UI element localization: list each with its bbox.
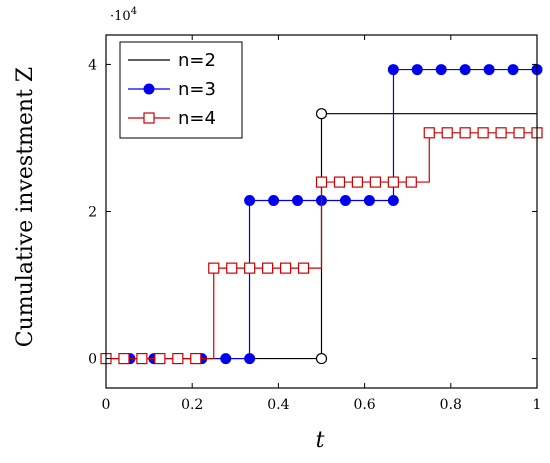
data-point-marker — [339, 194, 351, 206]
y-tick-label: 4 — [88, 57, 97, 73]
data-point-marker — [363, 194, 375, 206]
data-point-marker — [315, 352, 328, 365]
legend-label: n=2 — [178, 50, 216, 71]
y-tick-label: 0 — [88, 352, 97, 368]
data-point-marker — [220, 353, 232, 365]
data-point-marker — [244, 194, 256, 206]
data-point-marker — [483, 64, 495, 76]
data-point-marker — [459, 127, 471, 139]
data-point-marker — [297, 262, 310, 274]
legend-label: n=4 — [178, 108, 216, 129]
data-point-marker — [136, 352, 148, 365]
data-point-marker — [495, 127, 507, 139]
data-point-marker — [118, 352, 130, 365]
data-point-marker — [513, 127, 525, 139]
data-point-marker — [459, 64, 471, 76]
data-point-marker — [405, 176, 417, 188]
y-axis-label: Cumulative investment Z — [13, 67, 38, 347]
x-tick-label: 0.2 — [181, 397, 203, 413]
legend-entry: n=3 — [128, 79, 216, 100]
data-point-marker — [262, 262, 274, 274]
data-point-marker — [315, 176, 328, 188]
data-point-marker — [208, 262, 220, 274]
data-point-marker — [333, 176, 346, 188]
data-point-marker — [268, 194, 280, 206]
data-point-marker — [190, 352, 202, 365]
data-point-marker — [172, 352, 184, 365]
x-tick-label: 0.6 — [353, 397, 375, 413]
y-multiplier-exponent: 4 — [131, 6, 137, 17]
data-point-marker — [387, 176, 399, 188]
data-point-marker — [154, 352, 166, 365]
data-point-marker — [411, 64, 423, 76]
data-point-marker — [423, 127, 435, 139]
legend-marker-swatch — [143, 112, 155, 124]
x-tick-label: 0.4 — [267, 397, 289, 413]
x-tick-label: 1 — [533, 397, 542, 413]
series-layer — [100, 64, 543, 365]
data-point-marker — [279, 262, 292, 274]
legend-entry: n=2 — [128, 50, 216, 71]
data-point-marker — [226, 262, 238, 274]
legend: n=2 n=3 n=4 — [119, 41, 243, 139]
data-point-marker — [435, 64, 447, 76]
legend-box — [119, 41, 243, 139]
y-tick-label: 2 — [88, 205, 97, 221]
y-multiplier: ·104 — [110, 6, 137, 24]
y-multiplier-base: ·10 — [110, 9, 131, 24]
data-point-marker — [387, 64, 399, 76]
data-point-marker — [387, 194, 399, 206]
series-line — [106, 132, 537, 360]
data-point-marker — [315, 108, 328, 120]
data-point-marker — [441, 127, 453, 139]
x-tick-label: 0.8 — [440, 397, 462, 413]
legend-label: n=3 — [178, 79, 216, 100]
x-tick-label: 0 — [102, 397, 111, 413]
data-point-marker — [507, 64, 519, 76]
data-point-marker — [292, 194, 304, 206]
legend-marker-swatch — [143, 83, 155, 95]
data-point-marker — [244, 353, 256, 365]
data-point-marker — [369, 176, 381, 188]
data-point-marker — [244, 262, 256, 274]
legend-entry: n=4 — [128, 108, 216, 129]
data-point-marker — [477, 127, 489, 139]
x-axis-label: t — [316, 428, 325, 453]
data-point-marker — [351, 176, 364, 188]
tick-layer: 0 0.2 0.4 0.6 0.8 1 0 2 4 — [88, 35, 541, 413]
